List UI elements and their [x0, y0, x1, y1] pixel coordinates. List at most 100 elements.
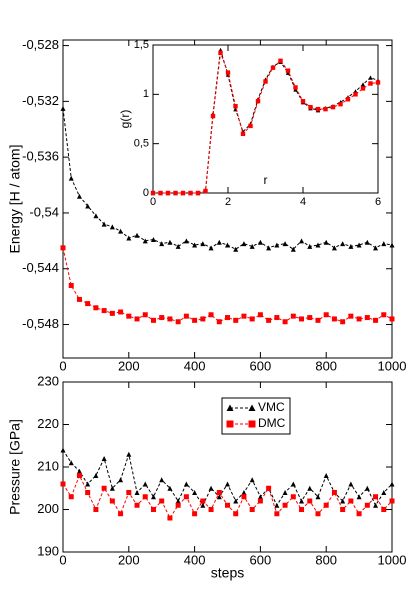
marker	[60, 447, 66, 453]
marker	[93, 213, 99, 219]
marker	[93, 305, 99, 311]
marker	[208, 312, 214, 318]
marker	[307, 243, 313, 249]
marker	[109, 498, 115, 504]
marker	[225, 502, 230, 508]
marker	[274, 502, 280, 508]
marker	[134, 316, 140, 322]
marker	[200, 498, 206, 504]
marker	[150, 236, 156, 242]
marker	[109, 224, 115, 230]
marker	[142, 481, 148, 487]
marker	[299, 498, 305, 504]
marker	[225, 242, 230, 248]
marker	[300, 99, 306, 104]
marker	[210, 113, 216, 119]
marker	[348, 313, 354, 319]
marker	[126, 313, 132, 319]
series-line	[62, 247, 393, 323]
marker	[248, 123, 253, 129]
marker	[249, 477, 255, 483]
marker	[338, 102, 343, 107]
marker	[299, 316, 305, 322]
marker	[282, 502, 288, 508]
marker	[142, 494, 148, 500]
x-tick-label: 1000	[378, 552, 407, 567]
marker	[340, 507, 346, 512]
marker	[323, 502, 329, 508]
marker	[348, 481, 354, 487]
y-tick-label: 0,5	[134, 138, 149, 150]
legend-label: DMC	[258, 416, 286, 430]
marker	[188, 190, 193, 196]
marker	[241, 494, 247, 500]
marker	[68, 494, 74, 500]
marker	[308, 104, 313, 110]
x-tick-label: 400	[184, 358, 206, 373]
marker	[356, 511, 362, 517]
marker	[299, 238, 305, 244]
marker	[340, 241, 346, 247]
marker	[183, 494, 189, 500]
marker	[200, 241, 206, 247]
marker	[381, 312, 387, 318]
y-tick-label: 1,5	[134, 39, 149, 51]
marker	[381, 490, 387, 495]
marker	[241, 313, 247, 319]
marker	[266, 317, 272, 323]
marker	[266, 245, 272, 251]
y-tick-label: -0,536	[22, 149, 59, 164]
marker	[76, 473, 82, 478]
legend-label: VMC	[258, 400, 285, 414]
marker	[109, 485, 115, 491]
marker	[225, 70, 231, 75]
marker	[368, 81, 373, 86]
marker	[345, 97, 351, 102]
marker	[389, 242, 395, 248]
marker	[175, 243, 181, 249]
marker	[364, 315, 370, 321]
marker	[233, 103, 238, 109]
marker	[225, 481, 230, 487]
marker	[118, 511, 124, 517]
marker	[348, 243, 354, 249]
marker	[266, 485, 272, 491]
marker	[118, 309, 124, 315]
marker	[192, 490, 198, 495]
x-axis-label: r	[264, 173, 268, 187]
marker	[323, 106, 328, 112]
legend-marker	[226, 404, 234, 411]
marker	[175, 502, 181, 508]
marker	[249, 243, 255, 249]
marker	[290, 494, 296, 500]
marker	[315, 494, 321, 500]
x-tick-label: 4	[300, 196, 306, 208]
marker	[330, 104, 336, 110]
marker	[249, 507, 255, 512]
marker	[208, 245, 214, 251]
marker	[158, 190, 163, 196]
marker	[85, 481, 91, 487]
marker	[331, 245, 337, 251]
marker	[175, 319, 181, 325]
marker	[389, 316, 395, 322]
marker	[225, 315, 230, 321]
marker	[142, 312, 148, 318]
marker	[278, 58, 283, 63]
marker	[241, 490, 247, 495]
y-tick-label: 210	[37, 458, 59, 473]
marker	[290, 246, 296, 252]
marker	[373, 245, 379, 251]
marker	[167, 485, 173, 491]
marker	[60, 481, 66, 487]
marker	[60, 105, 66, 111]
y-axis-label: Energy [H / atom]	[7, 145, 23, 254]
x-tick-label: 800	[315, 552, 337, 567]
marker	[159, 477, 165, 483]
marker	[364, 485, 370, 491]
marker	[315, 242, 321, 248]
marker	[183, 238, 189, 244]
marker	[175, 498, 181, 504]
marker	[257, 312, 263, 318]
y-axis-label: Pressure [GPa]	[7, 419, 23, 515]
